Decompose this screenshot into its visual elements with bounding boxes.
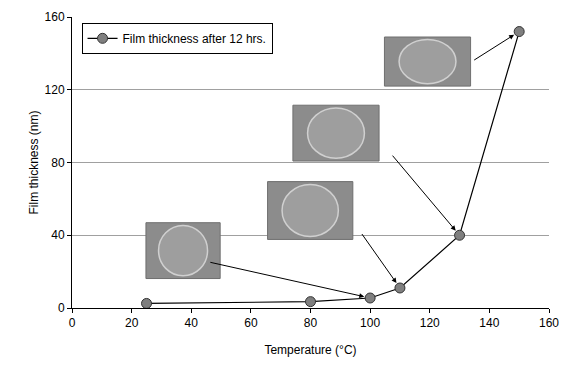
svg-text:140: 140 — [479, 316, 499, 330]
svg-text:160: 160 — [539, 316, 559, 330]
svg-text:20: 20 — [125, 316, 139, 330]
svg-text:100: 100 — [360, 316, 380, 330]
svg-text:120: 120 — [45, 83, 65, 97]
svg-text:40: 40 — [51, 228, 65, 242]
svg-text:0: 0 — [69, 316, 76, 330]
svg-text:40: 40 — [185, 316, 199, 330]
svg-text:80: 80 — [304, 316, 318, 330]
svg-text:60: 60 — [244, 316, 258, 330]
svg-text:Temperature (°C): Temperature (°C) — [264, 343, 356, 357]
svg-text:Film thickness (nm): Film thickness (nm) — [27, 110, 41, 214]
svg-text:Film thickness after 12 hrs.: Film thickness after 12 hrs. — [123, 32, 266, 46]
svg-text:80: 80 — [51, 156, 65, 170]
svg-text:0: 0 — [58, 301, 65, 315]
svg-text:120: 120 — [420, 316, 440, 330]
svg-text:160: 160 — [45, 10, 65, 24]
